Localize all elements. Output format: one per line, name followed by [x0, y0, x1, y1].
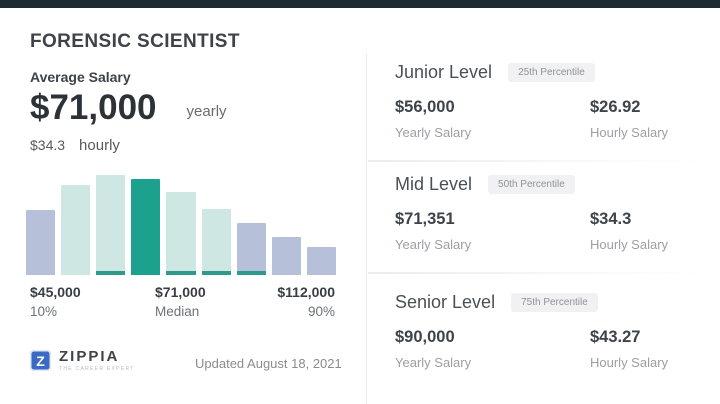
histogram-bar-base-strip: [166, 271, 196, 275]
level-section-junior: Junior Level 25th Percentile $56,000 Yea…: [395, 62, 705, 148]
level-yearly-label: Yearly Salary: [395, 125, 472, 140]
yearly-column: $90,000 Yearly Salary: [395, 328, 471, 370]
level-values: $90,000 Yearly Salary $43.27 Hourly Sala…: [395, 328, 705, 378]
zippia-logo[interactable]: Z ZIPPIA THE CAREER EXPERT: [30, 349, 135, 372]
page-title: FORENSIC SCIENTIST: [30, 31, 240, 52]
level-yearly-value: $56,000: [395, 98, 455, 116]
histogram-bar[interactable]: [26, 210, 56, 275]
level-hourly-label: Hourly Salary: [590, 237, 669, 252]
histogram-bar[interactable]: [236, 223, 266, 275]
brand-tagline: THE CAREER EXPERT: [59, 366, 135, 372]
level-hourly-value: $34.3: [590, 210, 632, 228]
axis-value-10th: $45,000: [30, 284, 81, 300]
level-yearly-label: Yearly Salary: [395, 355, 472, 370]
section-separator: [368, 160, 708, 162]
percentile-badge: 75th Percentile: [511, 293, 598, 312]
level-yearly-label: Yearly Salary: [395, 237, 472, 252]
yearly-column: $71,351 Yearly Salary: [395, 210, 471, 252]
level-hourly-label: Hourly Salary: [590, 355, 669, 370]
yearly-salary-value: $71,000: [30, 88, 157, 127]
section-separator: [368, 272, 708, 274]
level-hourly-value: $26.92: [590, 98, 641, 116]
hourly-salary-row: $34.3 hourly: [30, 137, 120, 154]
axis-label-90th: 90%: [307, 304, 335, 319]
hourly-column: $43.27 Hourly Salary: [590, 328, 668, 370]
hourly-salary-unit: hourly: [79, 137, 120, 154]
histogram-bar-median[interactable]: [131, 179, 161, 275]
histogram-bar[interactable]: [61, 185, 91, 275]
hourly-column: $34.3 Hourly Salary: [590, 210, 668, 252]
yearly-salary-unit: yearly: [186, 102, 227, 120]
level-name: Senior Level: [395, 292, 496, 312]
histogram-bar[interactable]: [201, 209, 231, 275]
salary-histogram: [26, 170, 336, 275]
percentile-badge: 25th Percentile: [508, 63, 595, 82]
axis-label-median: Median: [155, 304, 200, 319]
histogram-bar[interactable]: [271, 237, 301, 275]
updated-date: Updated August 18, 2021: [195, 356, 342, 371]
level-heading: Senior Level 75th Percentile: [395, 292, 705, 313]
axis-label-10th: 10%: [30, 304, 58, 319]
zippia-logo-icon: Z: [30, 350, 51, 371]
histogram-bar-base-strip: [96, 271, 126, 275]
histogram-bar-base-strip: [236, 271, 266, 275]
brand-name: ZIPPIA: [59, 348, 120, 365]
level-heading: Mid Level 50th Percentile: [395, 174, 705, 195]
yearly-salary-row: $71,000 yearly: [30, 88, 227, 127]
axis-value-median: $71,000: [155, 284, 206, 300]
level-values: $71,351 Yearly Salary $34.3 Hourly Salar…: [395, 210, 705, 260]
percentile-badge: 50th Percentile: [488, 175, 575, 194]
histogram-bar[interactable]: [306, 247, 336, 275]
level-heading: Junior Level 25th Percentile: [395, 62, 705, 83]
level-name: Mid Level: [395, 174, 473, 194]
level-section-mid: Mid Level 50th Percentile $71,351 Yearly…: [395, 174, 705, 260]
hourly-column: $26.92 Hourly Salary: [590, 98, 668, 140]
site-nav-strip: [0, 0, 720, 8]
axis-value-90th: $112,000: [277, 284, 335, 300]
yearly-column: $56,000 Yearly Salary: [395, 98, 471, 140]
level-name: Junior Level: [395, 62, 493, 82]
level-yearly-value: $71,351: [395, 210, 455, 228]
level-values: $56,000 Yearly Salary $26.92 Hourly Sala…: [395, 98, 705, 148]
histogram-bar[interactable]: [96, 175, 126, 275]
histogram-bar[interactable]: [166, 192, 196, 275]
level-yearly-value: $90,000: [395, 328, 455, 346]
level-hourly-value: $43.27: [590, 328, 641, 346]
level-section-senior: Senior Level 75th Percentile $90,000 Yea…: [395, 292, 705, 378]
zippia-logo-text: ZIPPIA THE CAREER EXPERT: [59, 349, 135, 372]
histogram-bar-base-strip: [201, 271, 231, 275]
vertical-divider: [366, 54, 367, 404]
hourly-salary-value: $34.3: [30, 137, 66, 153]
level-hourly-label: Hourly Salary: [590, 125, 669, 140]
average-salary-label: Average Salary: [30, 69, 131, 85]
